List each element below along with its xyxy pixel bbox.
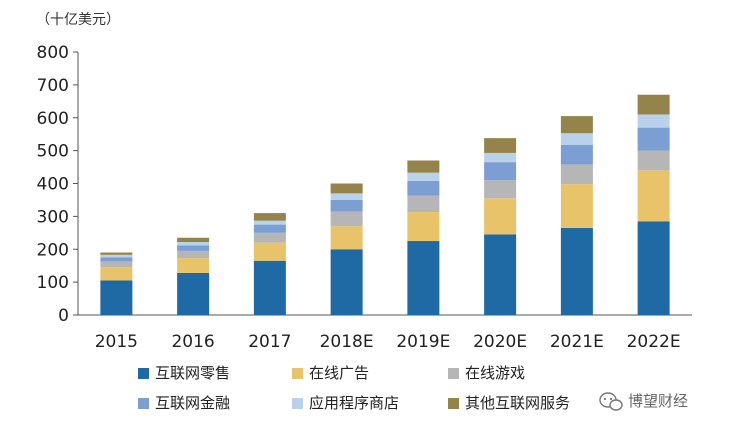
bar-segment <box>560 227 593 315</box>
bar-segment <box>560 144 593 165</box>
bar-segment <box>637 94 670 115</box>
bar-segment <box>253 232 286 243</box>
x-tick-label: 2015 <box>95 332 138 352</box>
bar-segment <box>177 237 210 243</box>
wechat-logo-icon <box>599 392 623 411</box>
bar-segment <box>407 212 440 242</box>
x-tick-label: 2019E <box>396 332 450 352</box>
bar-segment <box>560 184 593 228</box>
legend-swatch <box>138 398 149 409</box>
bar-segment <box>177 272 210 315</box>
bar-segment <box>253 224 286 233</box>
legend-swatch <box>292 368 303 379</box>
y-tick-label: 300 <box>37 207 69 227</box>
y-tick-label: 200 <box>37 240 69 260</box>
bar-segment <box>100 252 133 255</box>
y-tick-label: 800 <box>37 43 69 63</box>
legend-label: 互联网金融 <box>155 394 230 412</box>
legend-swatch <box>138 368 149 379</box>
bar-segment <box>407 241 440 315</box>
x-tick-label: 2021E <box>550 332 604 352</box>
legend-swatch <box>292 398 303 409</box>
legend-label: 在线广告 <box>309 364 369 382</box>
x-tick-label: 2016 <box>171 332 214 352</box>
bar-segment <box>100 261 133 268</box>
bar-segment <box>407 172 440 181</box>
bar-segment <box>637 150 670 171</box>
bar-segment <box>330 193 363 200</box>
watermark-text: 博望财经 <box>628 392 688 410</box>
y-tick-label: 100 <box>37 273 69 293</box>
bar-segment <box>484 198 517 235</box>
y-tick-label: 0 <box>58 306 69 326</box>
bar-segment <box>637 127 670 151</box>
bar-segment <box>100 254 133 258</box>
bar-segment <box>484 162 517 181</box>
y-tick-label: 600 <box>37 109 69 129</box>
bar-segment <box>637 221 670 315</box>
y-tick-label: 500 <box>37 142 69 162</box>
bar-segment <box>100 267 133 281</box>
legend-label: 互联网零售 <box>155 364 230 382</box>
watermark: 博望财经 <box>599 392 688 411</box>
bar-segment <box>484 152 517 163</box>
bar-segment <box>253 213 286 221</box>
bar-segment <box>330 226 363 250</box>
y-tick-label: 700 <box>37 76 69 96</box>
bar-segment <box>637 114 670 128</box>
legend-label: 其他互联网服务 <box>465 394 570 412</box>
unit-label: （十亿美元） <box>36 12 120 28</box>
bar-segment <box>407 195 440 213</box>
bar-segment <box>253 242 286 261</box>
legend-swatch <box>448 368 459 379</box>
bar-segment <box>637 170 670 222</box>
bar-segment <box>330 183 363 194</box>
bar-segment <box>253 220 286 225</box>
legend-swatch <box>448 398 459 409</box>
bar-segment <box>177 250 210 259</box>
bar-segment <box>100 257 133 262</box>
bar-segment <box>407 160 440 173</box>
bar-segment <box>484 180 517 199</box>
bar-segment <box>100 280 133 315</box>
y-tick-label: 400 <box>37 175 69 195</box>
bar-segment <box>330 199 363 212</box>
bar-segment <box>330 211 363 227</box>
bar-segment <box>484 138 517 153</box>
bar-segment <box>560 164 593 185</box>
legend-label: 应用程序商店 <box>309 394 399 412</box>
bar-segment <box>330 249 363 315</box>
x-tick-label: 2018E <box>320 332 374 352</box>
x-tick-label: 2020E <box>473 332 527 352</box>
x-tick-label: 2017 <box>248 332 291 352</box>
bar-segment <box>177 258 210 273</box>
bar-segment <box>253 260 286 315</box>
bar-segment <box>177 245 210 251</box>
x-tick-label: 2022E <box>627 332 681 352</box>
legend-label: 在线游戏 <box>465 364 525 382</box>
bar-segment <box>177 242 210 246</box>
bar-segment <box>484 234 517 315</box>
bar-segment <box>407 180 440 196</box>
bar-segment <box>560 133 593 145</box>
bar-segment <box>560 116 593 134</box>
plot-area: 0 100 200 300 400 500 600 700 800 2015 2016 2017 201… <box>37 43 692 352</box>
